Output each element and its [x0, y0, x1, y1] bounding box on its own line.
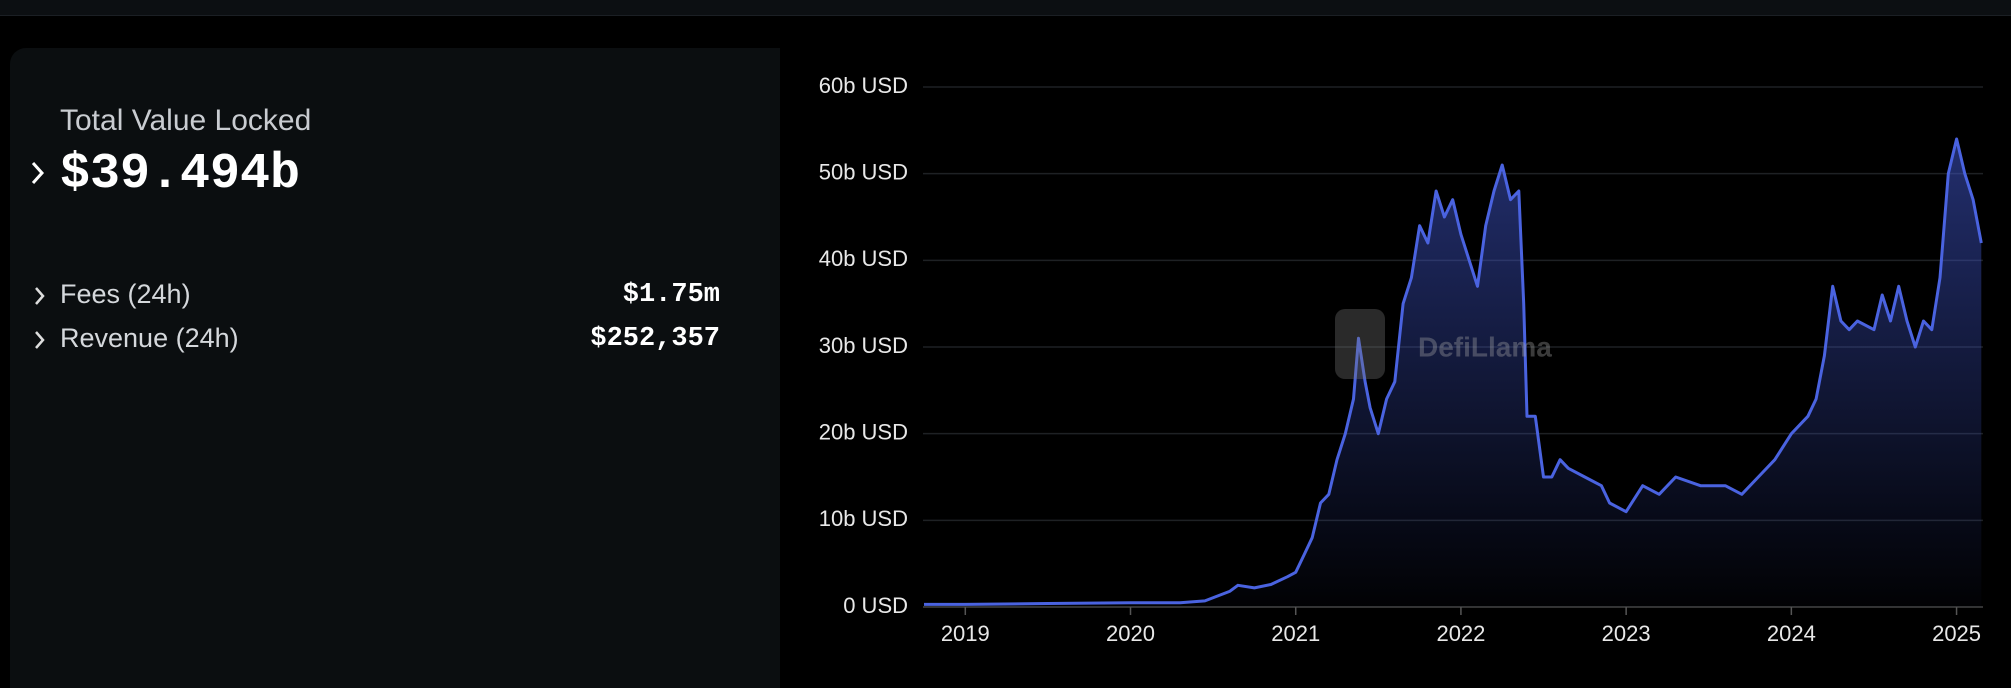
- x-tick-label: 2025: [1932, 621, 1981, 646]
- top-bar: [0, 0, 2011, 16]
- tvl-line: [924, 137, 1983, 606]
- watermark-text: DefiLlama: [1418, 331, 1552, 362]
- revenue-value: $252,357: [590, 324, 720, 354]
- y-tick-label: 0 USD: [843, 593, 908, 618]
- watermark: DefiLlama: [1335, 309, 1552, 379]
- x-tick-label: 2020: [1106, 621, 1155, 646]
- chevron[interactable]: [33, 329, 47, 351]
- tvl-label: Total Value Locked: [60, 104, 312, 137]
- fees-label[interactable]: Fees (24h): [60, 279, 191, 309]
- y-tick-label: 60b USD: [819, 73, 908, 98]
- stats-panel: [10, 48, 780, 688]
- y-tick-label: 40b USD: [819, 246, 908, 271]
- chevron[interactable]: [30, 160, 46, 186]
- y-tick-label: 10b USD: [819, 506, 908, 531]
- x-tick-label: 2019: [941, 621, 990, 646]
- fees-value: $1.75m: [622, 280, 720, 310]
- y-tick-label: 50b USD: [819, 159, 908, 184]
- area-fill: [923, 139, 1982, 607]
- revenue-label[interactable]: Revenue (24h): [60, 323, 239, 353]
- x-tick-label: 2024: [1767, 621, 1816, 646]
- x-tick-label: 2022: [1436, 621, 1485, 646]
- chevron[interactable]: [33, 285, 47, 307]
- x-tick-label: 2021: [1271, 621, 1320, 646]
- y-tick-label: 20b USD: [819, 419, 908, 444]
- tvl-value: $39.494b: [60, 146, 301, 203]
- x-tick-label: 2023: [1602, 621, 1651, 646]
- y-tick-label: 30b USD: [819, 333, 908, 358]
- chart: 0 USD 10b USD 20b USD 30b USD 40b USD 50b USD…: [819, 73, 1983, 646]
